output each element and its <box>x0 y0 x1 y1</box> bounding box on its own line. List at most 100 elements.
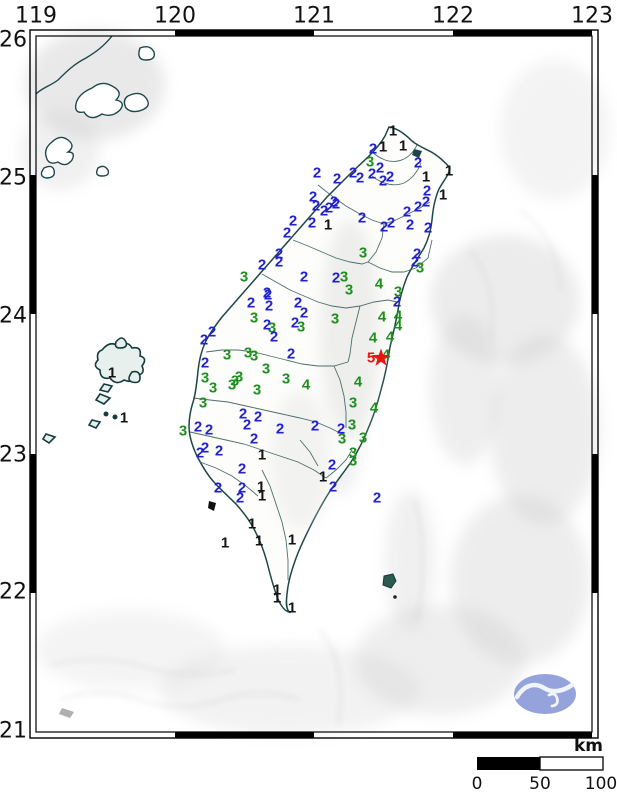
station-intensity: 2 <box>238 405 248 423</box>
station-intensity: 2 <box>249 430 259 448</box>
station-intensity: 3 <box>365 153 375 171</box>
station-intensity: 2 <box>385 168 395 186</box>
station-intensity: 3 <box>249 347 259 365</box>
station-intensity: 2 <box>286 345 296 363</box>
station-intensity: 1 <box>323 216 333 234</box>
station-intensity: 2 <box>311 197 321 215</box>
station-intensity: 1 <box>318 468 328 486</box>
station-intensity: 2 <box>378 172 388 190</box>
station-intensity: 3 <box>337 430 347 448</box>
station-intensity: 3 <box>348 444 358 462</box>
station-intensity: 2 <box>386 214 396 232</box>
station-intensity: 1 <box>272 581 282 599</box>
lon-tick-121: 121 <box>293 3 335 29</box>
station-intensity: 2 <box>274 245 284 263</box>
station-intensity: 1 <box>247 515 257 533</box>
mainland-coastline <box>35 35 156 179</box>
station-intensity: 2 <box>299 268 309 286</box>
station-intensity: 2 <box>327 456 337 474</box>
station-intensity: 1 <box>220 534 230 552</box>
station-intensity: 2 <box>262 316 272 334</box>
station-intensity: 1 <box>287 599 297 617</box>
lon-tick-120: 120 <box>154 3 196 29</box>
station-intensity: 3 <box>393 283 403 301</box>
station-intensity: 2 <box>405 216 415 234</box>
station-intensity: 4 <box>353 373 363 391</box>
station-intensity: 3 <box>358 244 368 262</box>
station-intensity: 3 <box>296 318 306 336</box>
station-intensity: 2 <box>242 416 252 434</box>
station-intensity: 2 <box>331 269 341 287</box>
lat-tick-26: 26 <box>0 27 27 53</box>
station-intensity: 3 <box>234 368 244 386</box>
station-intensity: 2 <box>324 199 334 217</box>
station-intensity: 2 <box>312 164 322 182</box>
station-intensity: 2 <box>422 182 432 200</box>
station-intensity: 2 <box>253 408 263 426</box>
station-intensity: 2 <box>257 256 267 274</box>
station-intensity: 1 <box>254 532 264 550</box>
station-intensity: 3 <box>261 360 271 378</box>
station-intensity: 1 <box>398 137 408 155</box>
station-intensity: 1 <box>257 446 267 464</box>
station-intensity: 2 <box>293 294 303 312</box>
station-intensity: 2 <box>282 224 292 242</box>
station-intensity: 2 <box>332 170 342 188</box>
station-intensity: 2 <box>200 354 210 372</box>
station-intensity: 2 <box>264 297 274 315</box>
station-intensity: 2 <box>207 323 217 341</box>
station-intensity: 3 <box>347 416 357 434</box>
station-intensity: 2 <box>262 284 272 302</box>
station-intensity: 2 <box>413 198 423 216</box>
station-intensity: 2 <box>246 294 256 312</box>
station-intensity: 4 <box>377 308 387 326</box>
station-intensity: 2 <box>372 489 382 507</box>
station-intensity: 4 <box>374 275 384 293</box>
station-intensity: 2 <box>329 193 339 211</box>
station-intensity: 2 <box>307 214 317 232</box>
station-intensity: 3 <box>281 370 291 388</box>
station-intensity: 3 <box>243 344 253 362</box>
lat-tick-24: 24 <box>0 303 27 329</box>
station-intensity: 2 <box>290 314 300 332</box>
lat-tick-25: 25 <box>0 165 27 191</box>
seafloor-contours <box>49 209 561 726</box>
station-intensity: 3 <box>330 310 340 328</box>
station-intensity: 2 <box>235 489 245 507</box>
station-intensity: 2 <box>193 418 203 436</box>
station-intensity: 2 <box>410 253 420 271</box>
station-intensity: 4 <box>393 307 403 325</box>
station-intensity: 2 <box>379 218 389 236</box>
station-intensity: 3 <box>178 422 188 440</box>
lon-tick-122: 122 <box>432 3 474 29</box>
station-intensity: 2 <box>336 420 346 438</box>
offshore-islands <box>59 149 422 718</box>
scalebar-label-50: 50 <box>529 774 551 794</box>
station-intensity: 1 <box>378 138 388 156</box>
station-intensity: 1 <box>438 186 448 204</box>
scalebar-label-100: 100 <box>584 774 617 794</box>
station-intensity: 3 <box>358 429 368 447</box>
station-intensity: 2 <box>237 460 247 478</box>
taiwan-outline <box>188 126 451 614</box>
station-intensity: 2 <box>402 203 412 221</box>
taiwan-coastline <box>188 126 451 614</box>
station-intensity: 3 <box>344 281 354 299</box>
station-intensity: 2 <box>355 169 365 187</box>
station-intensity: 2 <box>199 331 209 349</box>
station-intensity: 3 <box>230 372 240 390</box>
station-intensity: 3 <box>348 394 358 412</box>
station-intensity: 2 <box>200 439 210 457</box>
station-intensity: 5 <box>366 349 376 367</box>
station-intensity: 1 <box>287 531 297 549</box>
station-intensity: 2 <box>375 159 385 177</box>
station-intensity: 2 <box>288 212 298 230</box>
station-intensity: 4 <box>385 328 395 346</box>
station-intensity: 3 <box>227 376 237 394</box>
station-intensity: 4 <box>368 329 378 347</box>
station-intensity: 3 <box>239 268 249 286</box>
scalebar-unit: km <box>573 736 603 756</box>
station-intensity: 3 <box>198 394 208 412</box>
station-intensity: 1 <box>107 364 117 382</box>
scale-bar <box>477 756 604 771</box>
